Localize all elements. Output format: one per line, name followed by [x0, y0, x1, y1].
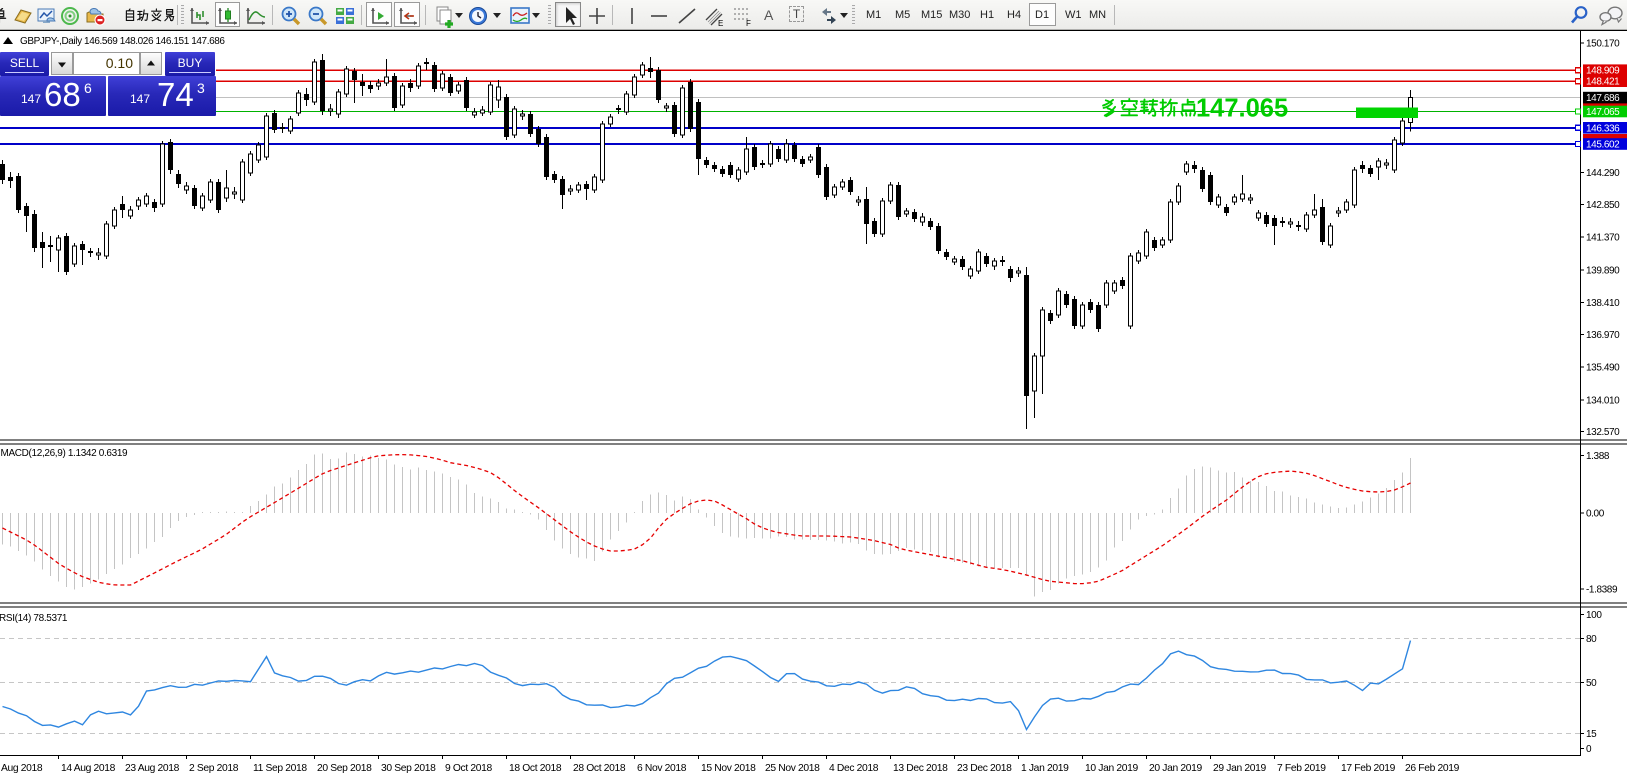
svg-text:23 Dec 2018: 23 Dec 2018 — [957, 763, 1012, 774]
svg-text:147.065: 147.065 — [1586, 107, 1620, 118]
svg-text:145.602: 145.602 — [1586, 140, 1620, 151]
svg-text:80: 80 — [1586, 634, 1597, 645]
svg-text:132.570: 132.570 — [1586, 427, 1620, 438]
svg-text:147.065: 147.065 — [1196, 95, 1288, 123]
svg-text:13 Dec 2018: 13 Dec 2018 — [893, 763, 948, 774]
svg-text:10 Jan 2019: 10 Jan 2019 — [1085, 763, 1138, 774]
svg-text:146.336: 146.336 — [1586, 123, 1620, 134]
svg-text:MACD(12,26,9) 1.1342 0.6319: MACD(12,26,9) 1.1342 0.6319 — [1, 448, 129, 459]
svg-text:F: F — [746, 19, 751, 28]
svg-text:147.686: 147.686 — [1586, 93, 1620, 104]
svg-text:E: E — [718, 19, 723, 28]
svg-text:GBPJPY-,Daily 146.569 148.026: GBPJPY-,Daily 146.569 148.026 146.151 14… — [20, 36, 225, 47]
svg-text:20 Jan 2019: 20 Jan 2019 — [1149, 763, 1202, 774]
svg-text:141.370: 141.370 — [1586, 233, 1620, 244]
svg-text:RSI(14) 78.5371: RSI(14) 78.5371 — [0, 613, 68, 624]
svg-text:50: 50 — [1586, 678, 1597, 689]
svg-text:20 Sep 2018: 20 Sep 2018 — [317, 763, 372, 774]
svg-text:148.909: 148.909 — [1586, 66, 1620, 77]
svg-text:4 Dec 2018: 4 Dec 2018 — [829, 763, 879, 774]
svg-text:139.890: 139.890 — [1586, 265, 1620, 276]
svg-text:0: 0 — [1586, 744, 1592, 755]
svg-text:0.00: 0.00 — [1586, 509, 1605, 520]
svg-text:Aug 2018: Aug 2018 — [1, 763, 43, 774]
svg-text:14 Aug 2018: 14 Aug 2018 — [61, 763, 116, 774]
svg-text:135.490: 135.490 — [1586, 363, 1620, 374]
svg-text:144.290: 144.290 — [1586, 168, 1620, 179]
svg-text:18 Oct 2018: 18 Oct 2018 — [509, 763, 562, 774]
svg-text:28 Oct 2018: 28 Oct 2018 — [573, 763, 626, 774]
svg-text:6 Nov 2018: 6 Nov 2018 — [637, 763, 687, 774]
svg-text:136.970: 136.970 — [1586, 330, 1620, 341]
svg-text:25 Nov 2018: 25 Nov 2018 — [765, 763, 820, 774]
svg-text:142.850: 142.850 — [1586, 200, 1620, 211]
svg-text:1.388: 1.388 — [1586, 451, 1610, 462]
svg-text:134.010: 134.010 — [1586, 395, 1620, 406]
svg-text:17 Feb 2019: 17 Feb 2019 — [1341, 763, 1396, 774]
svg-text:1 Jan 2019: 1 Jan 2019 — [1021, 763, 1069, 774]
svg-text:2 Sep 2018: 2 Sep 2018 — [189, 763, 239, 774]
svg-text:150.170: 150.170 — [1586, 38, 1620, 49]
svg-text:11 Sep 2018: 11 Sep 2018 — [253, 763, 307, 774]
svg-text:9 Oct 2018: 9 Oct 2018 — [445, 763, 492, 774]
svg-text:148.421: 148.421 — [1586, 77, 1620, 88]
svg-text:29 Jan 2019: 29 Jan 2019 — [1213, 763, 1266, 774]
svg-text:7 Feb 2019: 7 Feb 2019 — [1277, 763, 1326, 774]
svg-text:23 Aug 2018: 23 Aug 2018 — [125, 763, 180, 774]
svg-text:-1.8389: -1.8389 — [1586, 584, 1618, 595]
svg-text:30 Sep 2018: 30 Sep 2018 — [381, 763, 436, 774]
svg-text:26 Feb 2019: 26 Feb 2019 — [1405, 763, 1460, 774]
svg-text:100: 100 — [1586, 610, 1602, 621]
svg-text:15: 15 — [1586, 729, 1597, 740]
svg-text:138.410: 138.410 — [1586, 298, 1620, 309]
svg-text:15 Nov 2018: 15 Nov 2018 — [701, 763, 756, 774]
